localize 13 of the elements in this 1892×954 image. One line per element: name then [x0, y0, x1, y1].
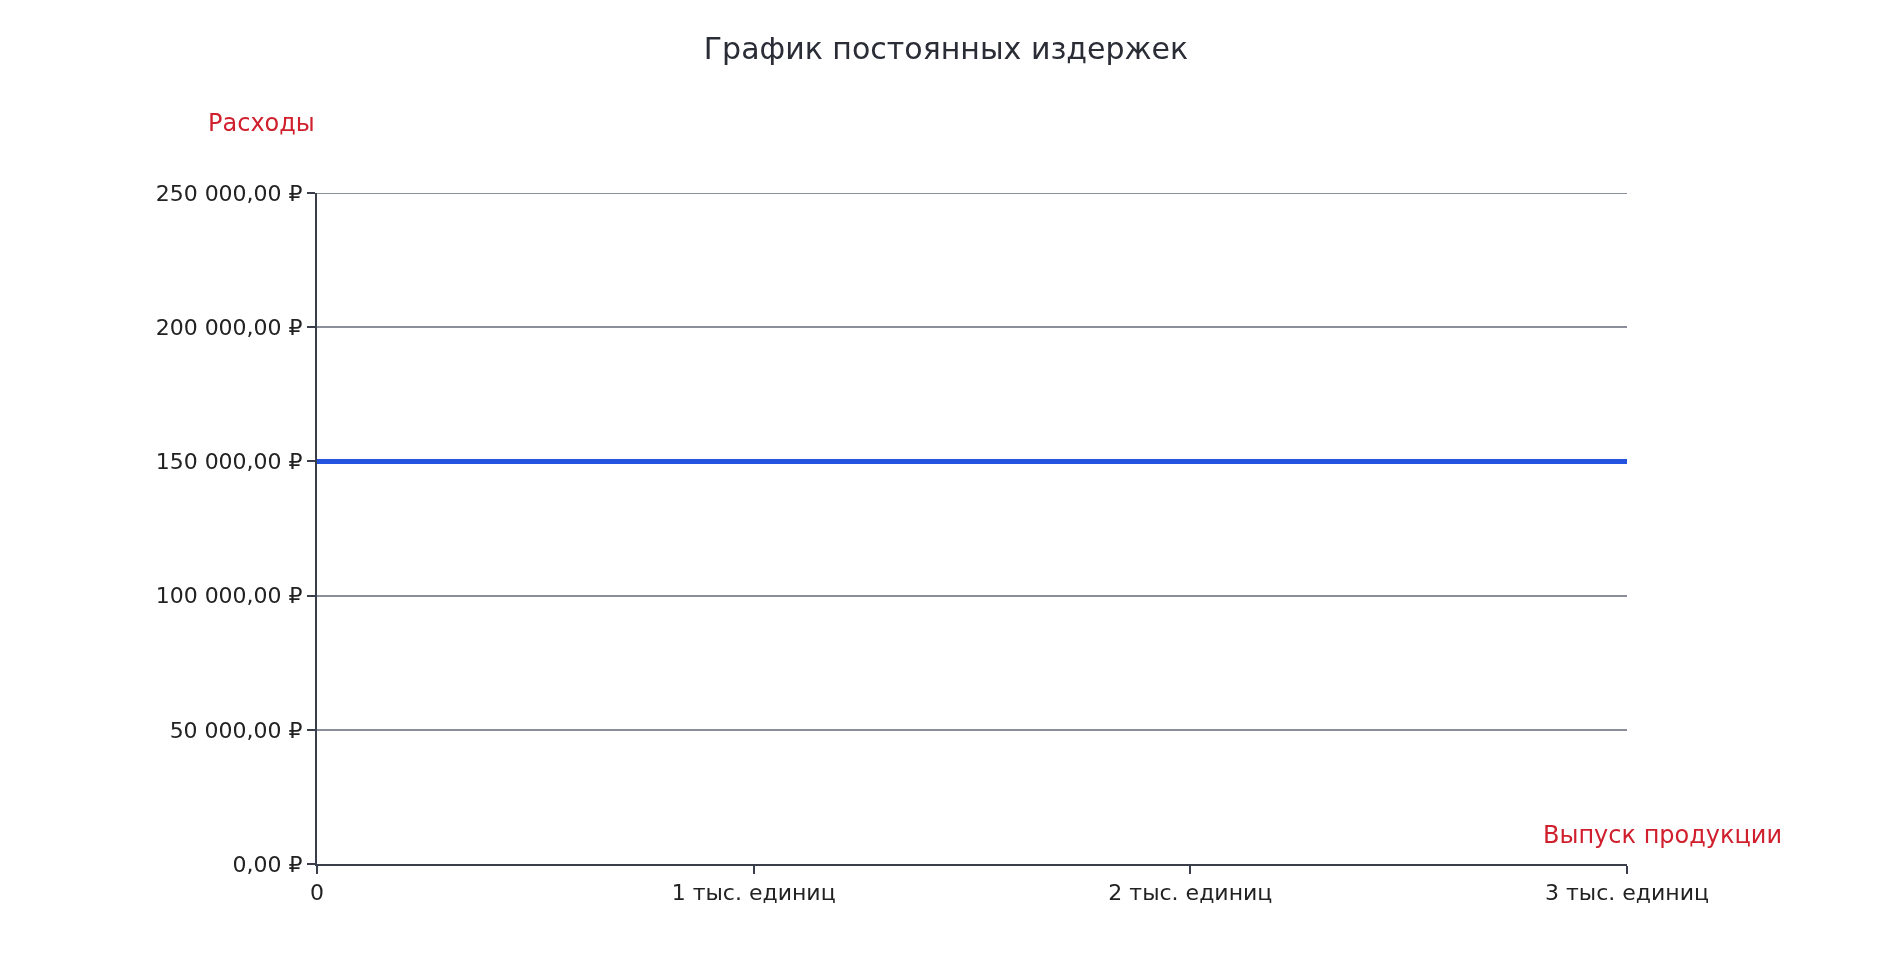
y-tick-label: 0,00 ₽ — [232, 851, 303, 877]
x-tick-label: 1 тыс. единиц — [671, 880, 836, 906]
chart-title: График постоянных издержек — [703, 31, 1189, 67]
y-tick-label: 50 000,00 ₽ — [169, 717, 303, 743]
y-tick-label: 100 000,00 ₽ — [155, 583, 303, 609]
x-tick-label: 0 — [310, 880, 324, 906]
x-axis-title: Выпуск продукции — [1543, 821, 1783, 849]
y-tick-label: 150 000,00 ₽ — [155, 449, 303, 475]
y-axis-title: Расходы — [208, 109, 315, 137]
y-tick-label: 200 000,00 ₽ — [155, 314, 303, 340]
x-tick-label: 3 тыс. единиц — [1545, 880, 1709, 906]
y-tick-label: 250 000,00 ₽ — [155, 180, 303, 206]
x-tick-label: 2 тыс. единиц — [1108, 880, 1273, 906]
